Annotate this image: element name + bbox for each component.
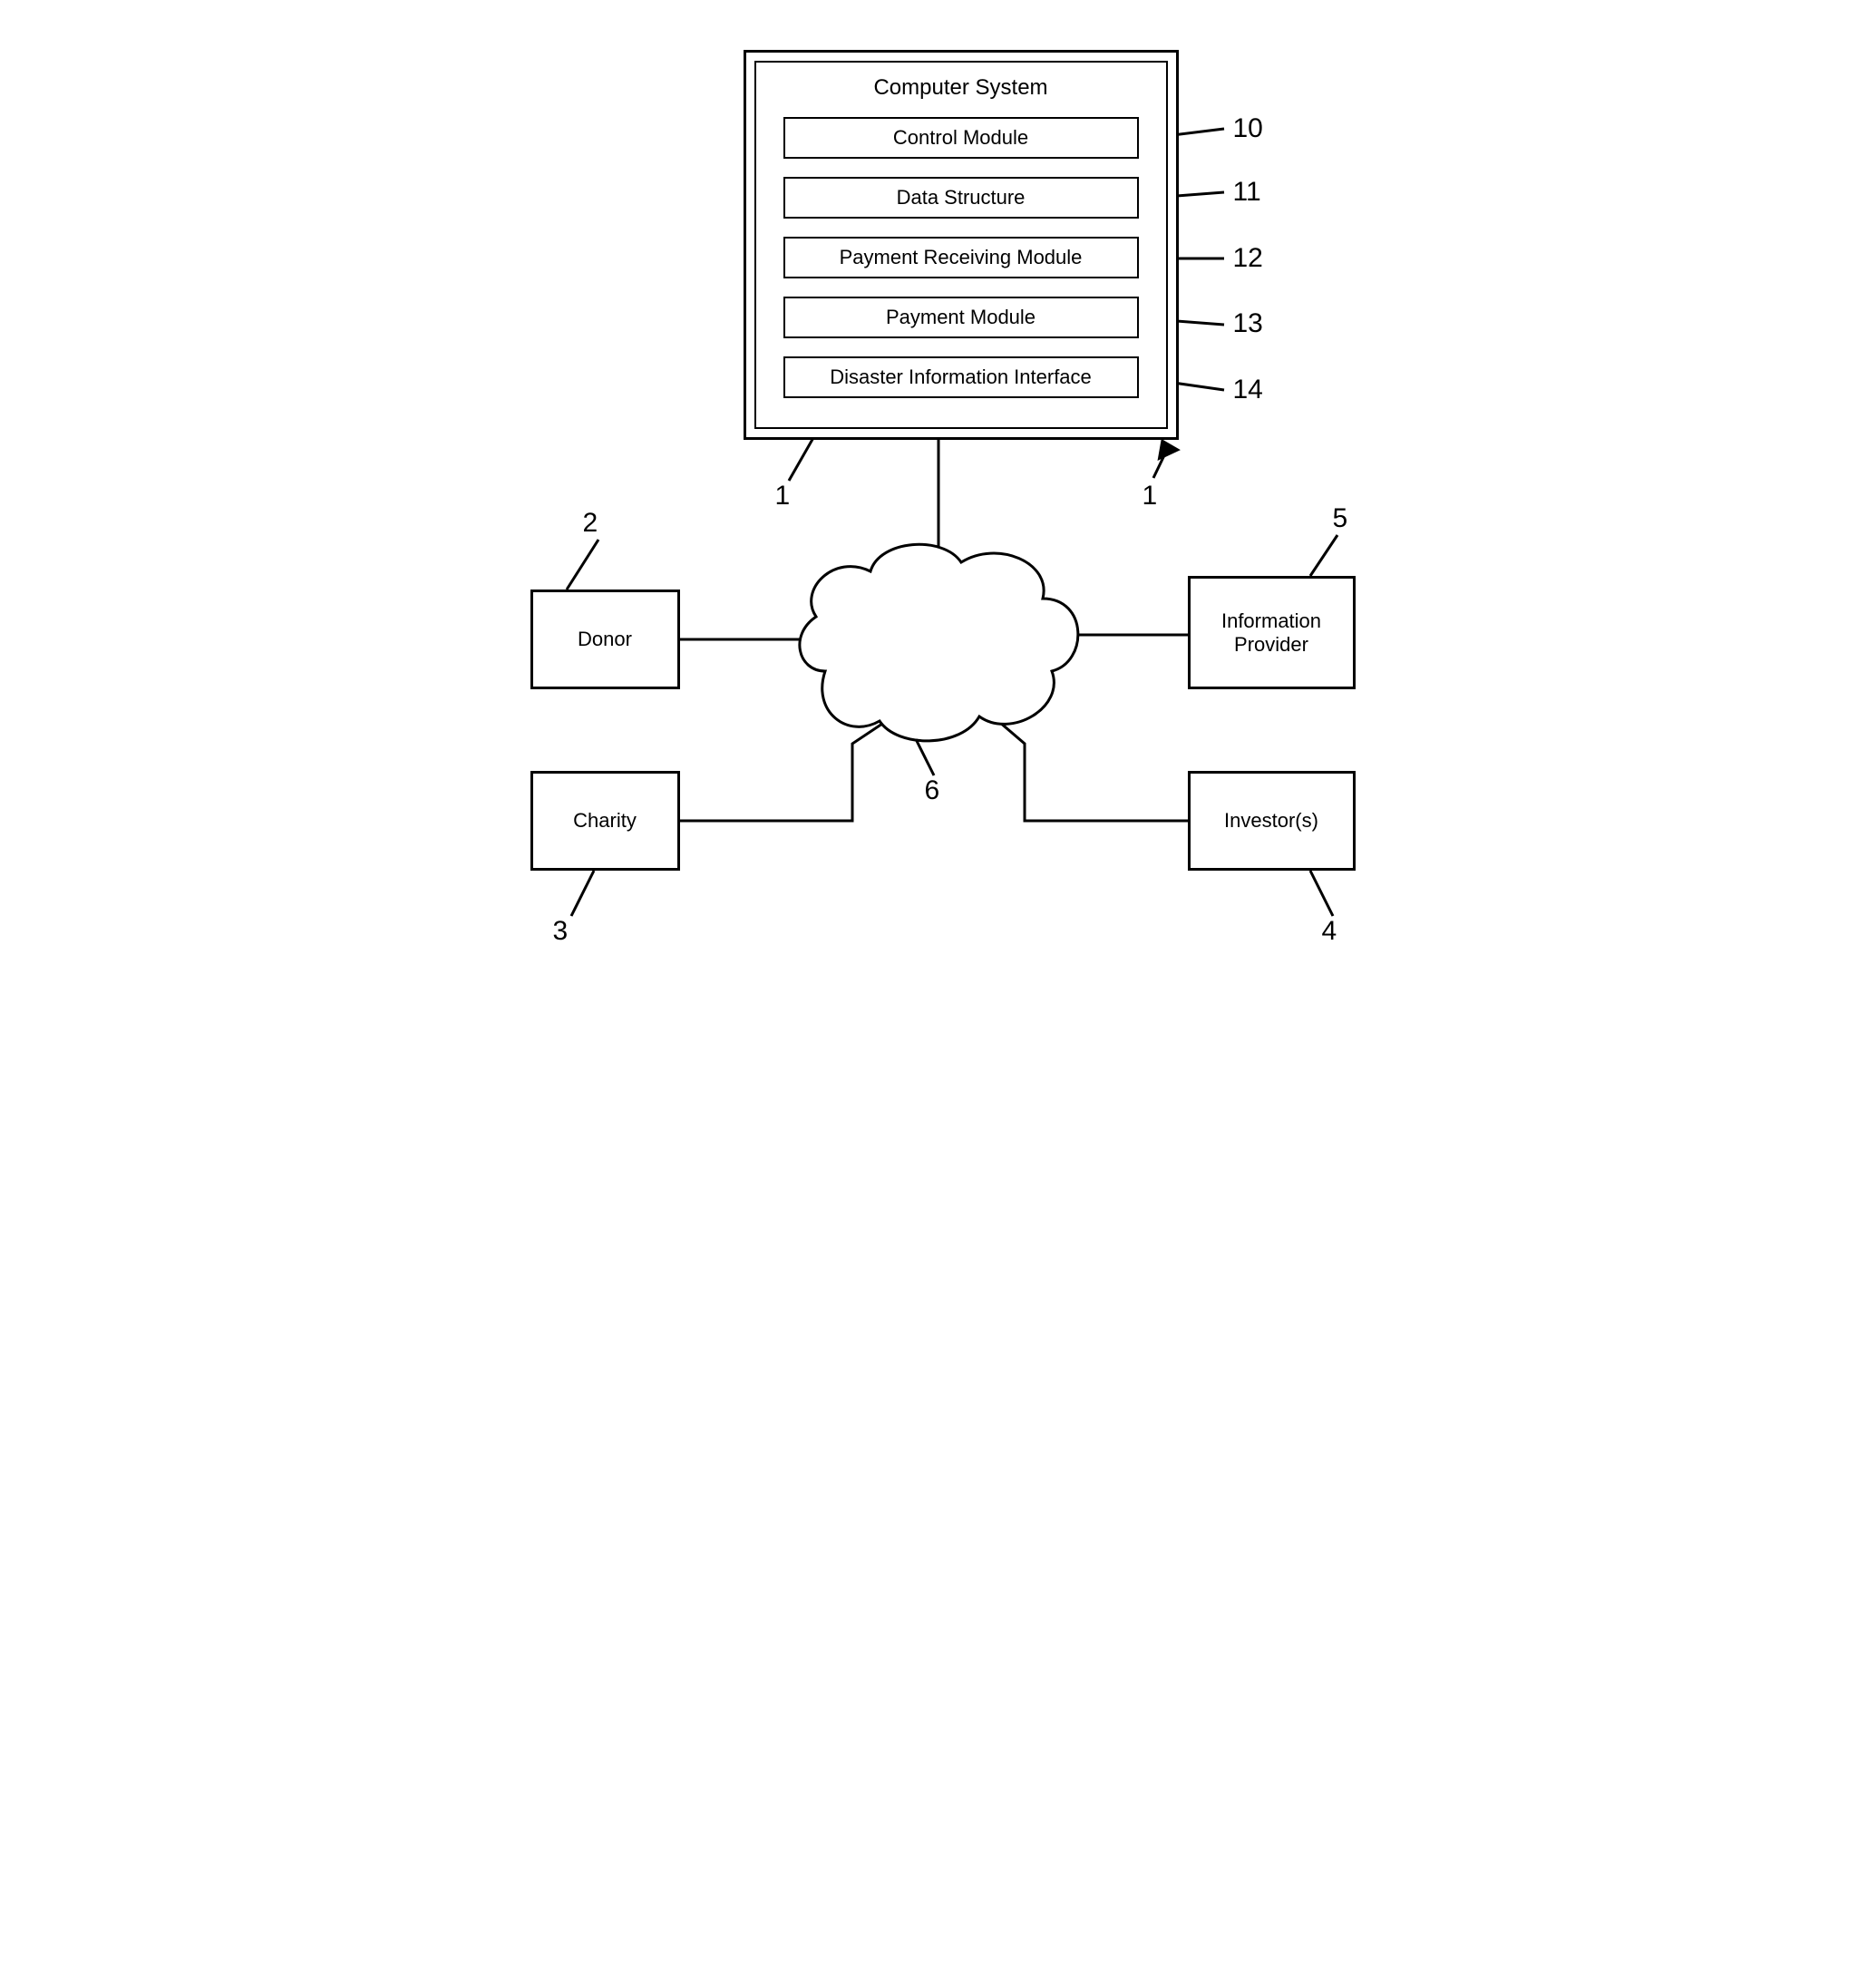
module-label: Payment Module [886, 306, 1036, 329]
info-provider-label: Information Provider [1191, 609, 1353, 657]
module-data: Data Structure [783, 177, 1139, 219]
module-label: Control Module [893, 126, 1028, 150]
module-label: Data Structure [897, 186, 1026, 210]
diagram-canvas: Computer System Control Module Data Stru… [490, 36, 1378, 979]
module-disaster: Disaster Information Interface [783, 356, 1139, 398]
ref-12: 12 [1233, 243, 1263, 274]
computer-system-title: Computer System [756, 75, 1166, 101]
ref-11: 11 [1233, 177, 1261, 208]
computer-system-inner: Computer System Control Module Data Stru… [754, 61, 1168, 429]
ref-10: 10 [1233, 113, 1263, 144]
investor-box: Investor(s) [1188, 771, 1356, 871]
module-label: Payment Receiving Module [840, 246, 1083, 269]
module-payment: Payment Module [783, 297, 1139, 338]
module-pay-recv: Payment Receiving Module [783, 237, 1139, 278]
info-provider-box: Information Provider [1188, 576, 1356, 689]
donor-label: Donor [578, 628, 632, 651]
ref-4: 4 [1322, 916, 1337, 947]
ref-1-inner: 1 [775, 481, 791, 512]
module-control: Control Module [783, 117, 1139, 159]
charity-box: Charity [530, 771, 680, 871]
charity-label: Charity [573, 809, 637, 833]
ref-6: 6 [925, 775, 940, 806]
ref-3: 3 [553, 916, 569, 947]
investor-label: Investor(s) [1224, 809, 1318, 833]
ref-13: 13 [1233, 308, 1263, 339]
ref-2: 2 [583, 508, 598, 539]
ref-1-outer: 1 [1143, 481, 1158, 512]
donor-box: Donor [530, 590, 680, 689]
cloud-icon [799, 544, 1077, 741]
module-label: Disaster Information Interface [830, 365, 1092, 389]
ref-5: 5 [1333, 503, 1348, 534]
computer-system-outer: Computer System Control Module Data Stru… [744, 50, 1179, 440]
ref-14: 14 [1233, 375, 1263, 405]
